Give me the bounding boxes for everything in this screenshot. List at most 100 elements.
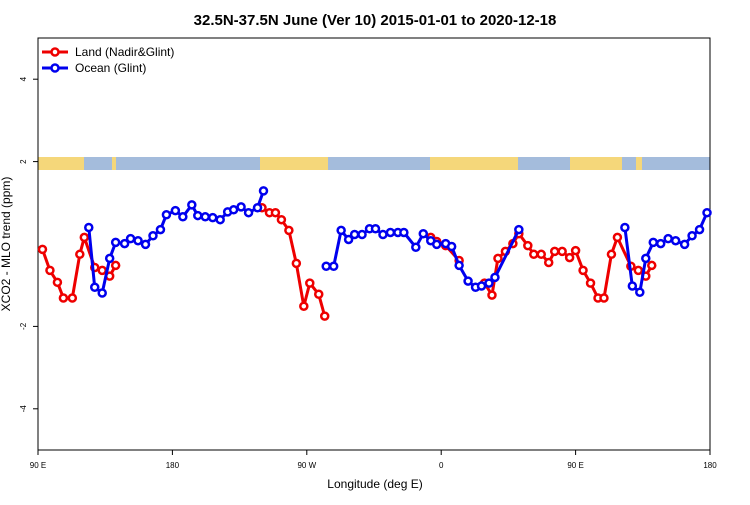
y-tick-label: 2 xyxy=(19,159,28,164)
data-point xyxy=(299,301,309,311)
data-point xyxy=(313,289,324,300)
data-point xyxy=(578,265,588,276)
data-point xyxy=(328,261,339,271)
data-point xyxy=(97,265,107,276)
data-point xyxy=(305,278,315,288)
y-axis-label: XCO2 - MLO trend (ppm) xyxy=(0,177,13,312)
data-point xyxy=(89,282,100,293)
data-point xyxy=(663,233,673,244)
data-point xyxy=(599,293,609,303)
data-point xyxy=(655,238,666,249)
data-point xyxy=(119,238,130,249)
land-strip xyxy=(38,157,84,170)
data-point xyxy=(155,224,166,235)
data-point xyxy=(321,261,331,271)
legend-marker xyxy=(50,47,60,57)
land-strip xyxy=(430,157,518,170)
data-point xyxy=(446,241,457,252)
data-point xyxy=(557,246,567,257)
x-tick-label: 0 xyxy=(439,461,444,470)
data-point xyxy=(633,265,644,276)
data-point xyxy=(178,212,188,222)
data-point xyxy=(694,224,705,235)
data-point xyxy=(564,252,575,263)
data-point xyxy=(319,311,330,321)
data-point xyxy=(670,235,681,246)
x-tick-label: 90 E xyxy=(30,461,46,470)
data-point xyxy=(133,235,143,246)
data-point xyxy=(702,207,712,218)
data-point xyxy=(431,239,442,250)
data-point xyxy=(487,290,497,300)
data-point xyxy=(490,272,500,283)
data-point xyxy=(418,228,429,239)
land-ocean-strip xyxy=(38,157,710,170)
data-point xyxy=(291,258,302,269)
data-point xyxy=(200,212,211,222)
data-point xyxy=(67,293,78,303)
x-tick-label: 180 xyxy=(703,461,717,470)
data-point xyxy=(258,186,269,196)
data-point xyxy=(378,229,388,240)
y-tick-label: -4 xyxy=(19,405,28,413)
data-point xyxy=(648,237,659,248)
data-point xyxy=(336,225,346,236)
data-point xyxy=(385,227,396,238)
data-point xyxy=(236,202,246,212)
data-point xyxy=(243,207,254,218)
data-point xyxy=(612,232,623,243)
data-point xyxy=(37,244,48,255)
data-point xyxy=(476,281,487,291)
x-tick-label: 90 W xyxy=(297,461,316,470)
data-point xyxy=(570,245,581,256)
y-tick-label: 4 xyxy=(19,76,28,81)
land-strip xyxy=(112,157,116,170)
land-strip xyxy=(260,157,328,170)
data-point xyxy=(215,214,225,225)
data-point xyxy=(140,239,151,250)
y-tick-label: -2 xyxy=(19,322,28,330)
data-point xyxy=(110,260,121,271)
data-point xyxy=(97,288,107,298)
data-point xyxy=(170,205,181,216)
data-point xyxy=(148,231,158,241)
data-point xyxy=(493,253,503,264)
ocean-strip xyxy=(38,157,710,170)
data-point xyxy=(514,224,524,235)
data-point xyxy=(252,202,263,213)
data-point xyxy=(284,225,294,236)
data-point xyxy=(187,200,197,210)
data-point xyxy=(585,278,596,288)
data-point xyxy=(276,214,287,225)
legend-marker xyxy=(50,63,60,73)
data-point xyxy=(399,227,409,238)
data-point xyxy=(75,249,85,260)
data-point xyxy=(543,257,554,268)
data-point xyxy=(104,253,115,264)
x-tick-label: 90 E xyxy=(567,461,583,470)
data-point xyxy=(549,246,560,257)
legend-label: Land (Nadir&Glint) xyxy=(75,45,174,59)
data-point xyxy=(357,229,367,240)
data-point xyxy=(529,249,539,260)
data-point xyxy=(161,209,172,220)
legend-label: Ocean (Glint) xyxy=(75,61,146,75)
data-point xyxy=(58,293,69,303)
data-point xyxy=(635,287,645,297)
data-point xyxy=(228,205,239,215)
data-point xyxy=(484,278,494,288)
data-point xyxy=(523,240,533,251)
data-point xyxy=(370,224,381,234)
data-point xyxy=(193,210,203,221)
data-point xyxy=(679,239,690,250)
data-point xyxy=(125,233,136,244)
x-axis-label: Longitude (deg E) xyxy=(327,477,422,491)
data-point xyxy=(454,260,464,271)
x-tick-label: 180 xyxy=(166,461,180,470)
data-point xyxy=(79,232,90,243)
data-point xyxy=(627,281,638,291)
data-point xyxy=(349,229,360,240)
plot-frame xyxy=(37,37,711,451)
